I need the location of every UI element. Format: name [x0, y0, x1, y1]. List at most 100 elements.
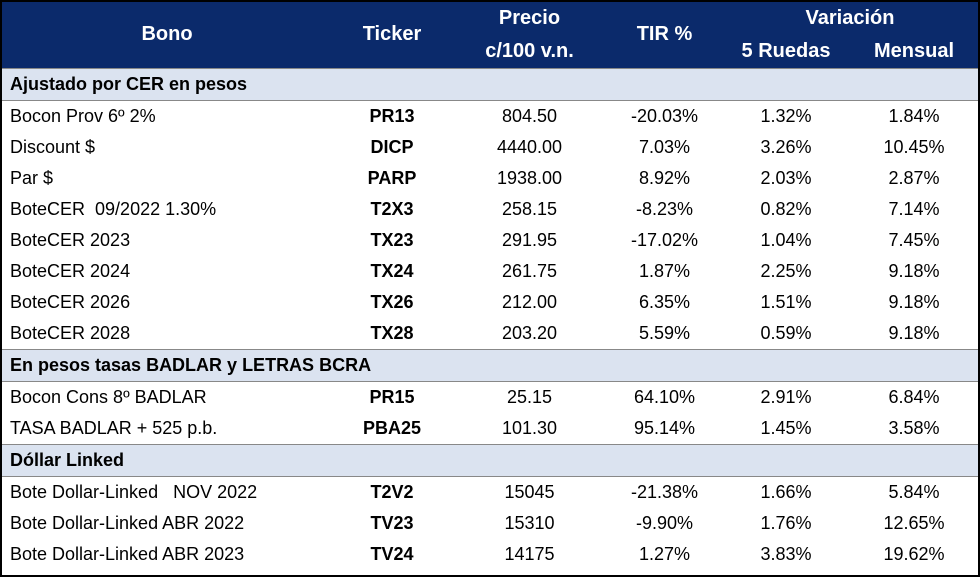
ticker: PARP [367, 167, 417, 188]
bond-name: Bocon Prov 6º 2% [10, 105, 156, 126]
var-5-ruedas: 2.25% [760, 260, 812, 281]
var-5-ruedas: 3.26% [760, 136, 812, 157]
var-mensual: 1.84% [888, 105, 940, 126]
section-title: En pesos tasas BADLAR y LETRAS BCRA [2, 348, 978, 382]
ticker: TV24 [370, 543, 414, 564]
var-5-ruedas: 2.03% [760, 167, 812, 188]
var-5-ruedas: 0.59% [760, 322, 812, 343]
tir: -9.90% [635, 512, 694, 533]
var-mensual: 7.14% [888, 198, 940, 219]
bond-name: Par $ [10, 167, 54, 188]
tir: -17.02% [630, 229, 699, 250]
price: 14175 [504, 543, 555, 564]
data-row: Discount $ DICP 4440.00 7.03% 3.26% 10.45% [2, 132, 978, 163]
bond-name: Bote Dollar-Linked ABR 2022 [10, 512, 245, 533]
data-row: BoteCER 2026 TX26 212.00 6.35% 1.51% 9.18% [2, 287, 978, 318]
header-tir: TIR % [607, 2, 722, 68]
ticker: TX24 [370, 260, 414, 281]
tir: 64.10% [633, 386, 696, 407]
price: 258.15 [501, 198, 558, 219]
price: 25.15 [506, 386, 553, 407]
price: 1938.00 [496, 167, 563, 188]
ticker: PR15 [369, 386, 415, 407]
bond-name: Bocon Cons 8º BADLAR [10, 386, 207, 407]
bond-name: BoteCER 2028 [10, 322, 131, 343]
data-row: Bote Dollar-Linked ABR 2022 TV23 15310 -9.9… [2, 508, 978, 539]
header-ruedas: 5 Ruedas [722, 35, 850, 68]
header-ticker: Ticker [332, 2, 452, 68]
var-mensual: 3.58% [888, 417, 940, 438]
price: 291.95 [501, 229, 558, 250]
table-body: Ajustado por CER en pesos Bocon Prov 6º 2… [2, 67, 978, 570]
data-row: Bocon Prov 6º 2% PR13 804.50 -20.03% 1.32% 1.… [2, 100, 978, 132]
var-mensual: 19.62% [883, 543, 945, 564]
ticker: PR13 [369, 105, 415, 126]
bond-name: BoteCER 2026 [10, 291, 131, 312]
price: 101.30 [501, 417, 558, 438]
var-5-ruedas: 1.04% [760, 229, 812, 250]
data-row: BoteCER 2024 TX24 261.75 1.87% 2.25% 9.18% [2, 256, 978, 287]
tir: 8.92% [638, 167, 691, 188]
price: 261.75 [501, 260, 558, 281]
var-mensual: 5.84% [888, 481, 940, 502]
var-mensual: 9.18% [888, 322, 940, 343]
tir: -20.03% [630, 105, 699, 126]
ticker: T2V2 [370, 481, 414, 502]
tir: -21.38% [630, 481, 699, 502]
bond-name: TASA BADLAR + 525 p.b. [10, 417, 218, 438]
ticker: DICP [370, 136, 414, 157]
price: 212.00 [501, 291, 558, 312]
var-mensual: 7.45% [888, 229, 940, 250]
section-row: Ajustado por CER en pesos [2, 67, 978, 101]
tir: 95.14% [633, 417, 696, 438]
price: 15310 [504, 512, 555, 533]
section-row: En pesos tasas BADLAR y LETRAS BCRA [2, 348, 978, 382]
var-mensual: 12.65% [883, 512, 945, 533]
section-title: Dóllar Linked [2, 443, 978, 477]
data-row: BoteCER 2028 TX28 203.20 5.59% 0.59% 9.18% [2, 318, 978, 350]
header-mensual: Mensual [850, 35, 978, 68]
header-bono: Bono [2, 2, 332, 68]
var-mensual: 6.84% [888, 386, 940, 407]
var-5-ruedas: 0.82% [760, 198, 812, 219]
var-5-ruedas: 1.45% [760, 417, 812, 438]
header-precio: Precio [452, 2, 607, 35]
var-mensual: 9.18% [888, 260, 940, 281]
data-row: BoteCER 09/2022 1.30% T2X3 258.15 -8.23% 0.8… [2, 194, 978, 225]
tir: 1.87% [638, 260, 691, 281]
ticker: TV23 [370, 512, 414, 533]
tir: 1.27% [638, 543, 691, 564]
tir: 6.35% [638, 291, 691, 312]
data-row: Bocon Cons 8º BADLAR PR15 25.15 64.10% 2.91%… [2, 381, 978, 413]
bond-name: Bote Dollar-Linked ABR 2023 [10, 543, 245, 564]
section-title: Ajustado por CER en pesos [2, 67, 978, 101]
price: 4440.00 [496, 136, 563, 157]
price: 804.50 [501, 105, 558, 126]
data-row: Bote Dollar-Linked NOV 2022 T2V2 15045 -21.… [2, 476, 978, 508]
var-5-ruedas: 1.32% [760, 105, 812, 126]
section-row: Dóllar Linked [2, 443, 978, 477]
ticker: TX23 [370, 229, 414, 250]
var-5-ruedas: 1.51% [760, 291, 812, 312]
price: 203.20 [501, 322, 558, 343]
header-variacion: Variación [722, 2, 978, 35]
price: 15045 [504, 481, 555, 502]
tir: 7.03% [638, 136, 691, 157]
ticker: TX28 [370, 322, 414, 343]
var-5-ruedas: 3.83% [760, 543, 812, 564]
var-5-ruedas: 1.66% [760, 481, 812, 502]
header-precio-unit: c/100 v.n. [452, 35, 607, 68]
data-row: TASA BADLAR + 525 p.b. PBA25 101.30 95.14% 1… [2, 413, 978, 445]
tir: 5.59% [638, 322, 691, 343]
data-row: BoteCER 2023 TX23 291.95 -17.02% 1.04% 7.45% [2, 225, 978, 256]
bond-name: BoteCER 2024 [10, 260, 131, 281]
bond-name: BoteCER 2023 [10, 229, 131, 250]
bond-name: BoteCER 09/2022 1.30% [10, 198, 217, 219]
ticker: TX26 [370, 291, 414, 312]
bond-name: Bote Dollar-Linked NOV 2022 [10, 481, 258, 502]
bond-name: Discount $ [10, 136, 96, 157]
var-5-ruedas: 2.91% [760, 386, 812, 407]
ticker: T2X3 [370, 198, 414, 219]
